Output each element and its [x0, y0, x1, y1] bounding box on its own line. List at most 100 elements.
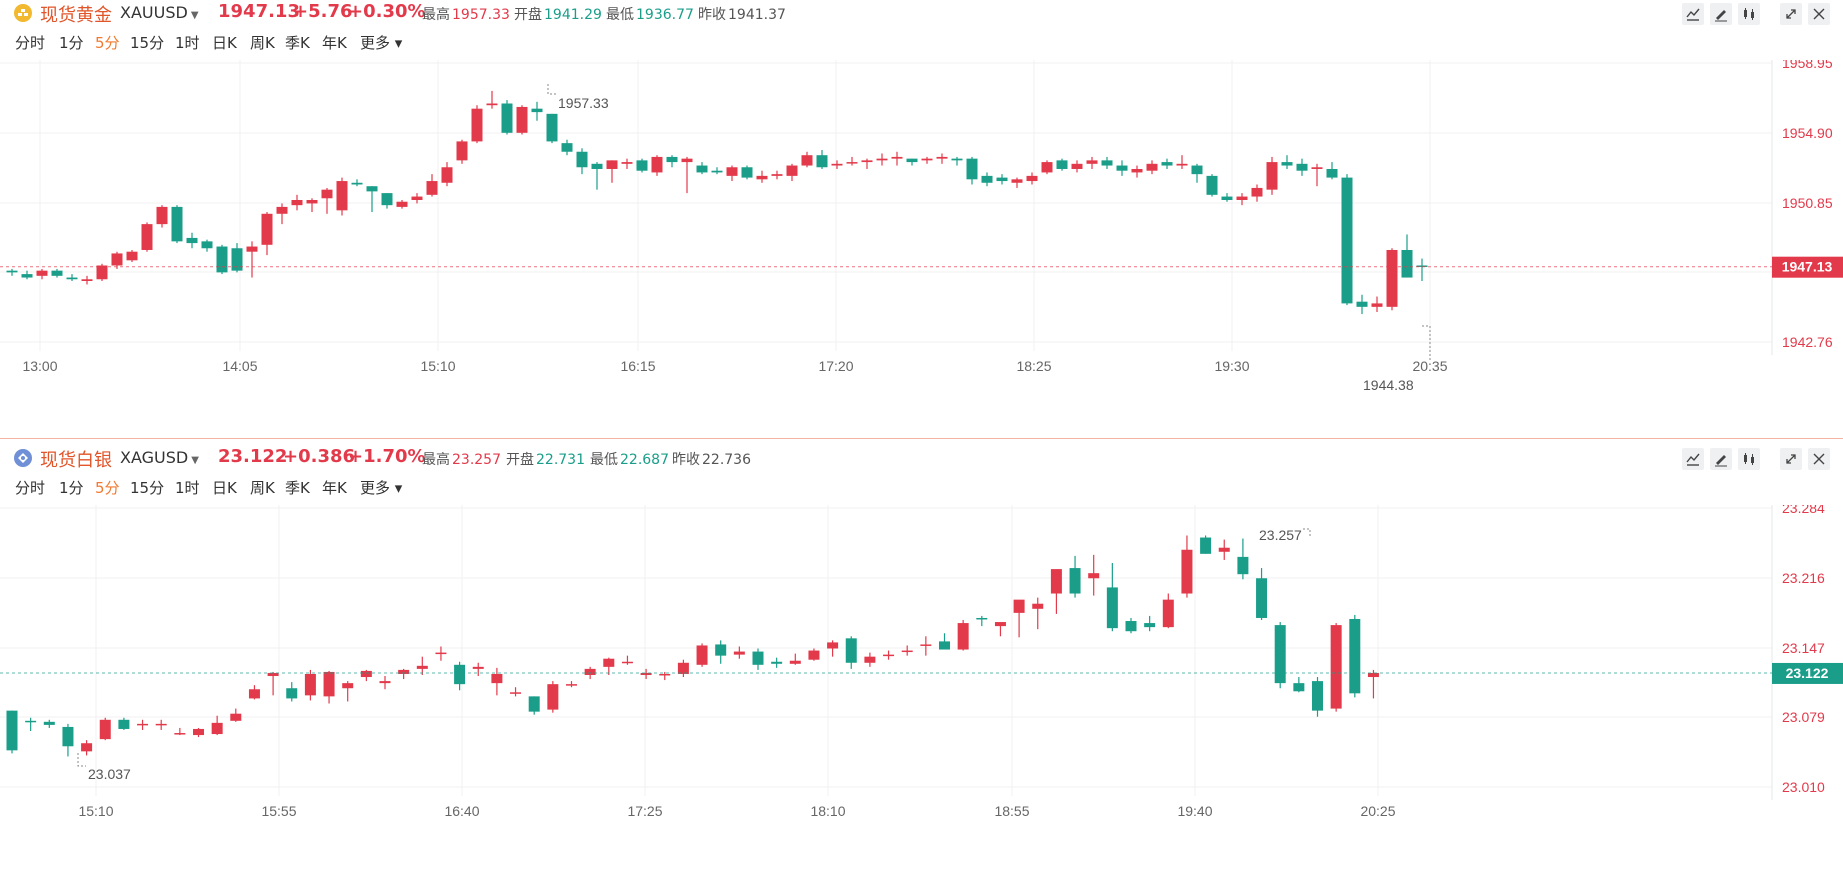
- expand-icon[interactable]: [1780, 3, 1802, 25]
- period-tab[interactable]: 分时: [15, 34, 46, 52]
- candle-body: [771, 661, 783, 664]
- min-price-note: 23.037: [88, 766, 131, 782]
- line-chart-icon[interactable]: [1682, 448, 1704, 470]
- candle-body: [323, 671, 335, 697]
- candle-body: [1088, 573, 1100, 579]
- candle-body: [1341, 177, 1353, 304]
- candle-body: [1086, 160, 1098, 164]
- x-tick-label: 15:10: [420, 358, 455, 374]
- period-tab[interactable]: 周K: [250, 479, 275, 497]
- x-tick-label: 17:20: [818, 358, 853, 374]
- period-tab[interactable]: 分时: [15, 479, 46, 497]
- candle-body: [306, 200, 318, 204]
- candle-body: [1256, 578, 1268, 618]
- candle-body: [1011, 179, 1023, 183]
- gold-symbol-dropdown[interactable]: XAUUSD ▼: [120, 3, 199, 22]
- period-tab[interactable]: 年K: [322, 479, 347, 497]
- candle-body: [6, 270, 18, 273]
- candle-type-icon[interactable]: [1738, 3, 1760, 25]
- silver-symbol-dropdown[interactable]: XAGUSD ▼: [120, 448, 199, 467]
- candle-body: [883, 654, 895, 657]
- expand-icon[interactable]: [1780, 448, 1802, 470]
- period-tab[interactable]: 15分: [130, 34, 165, 52]
- gold-coin-icon: [14, 4, 32, 22]
- candle-body: [576, 151, 588, 168]
- gold-change-pct: +0.30%: [348, 1, 426, 22]
- x-tick-label: 15:10: [78, 803, 113, 819]
- x-tick-label: 18:25: [1016, 358, 1051, 374]
- candle-body: [51, 270, 63, 276]
- candle-body: [248, 689, 260, 699]
- x-tick-label: 16:15: [620, 358, 655, 374]
- period-tab[interactable]: 1时: [175, 34, 200, 52]
- candle-body: [547, 684, 559, 710]
- period-tab[interactable]: 日K: [212, 34, 237, 52]
- candle-body: [531, 108, 543, 113]
- candle-body: [396, 201, 408, 207]
- candle-body: [1293, 683, 1305, 692]
- period-tab[interactable]: 日K: [212, 479, 237, 497]
- candle-body: [472, 666, 484, 669]
- gold-candlestick-chart[interactable]: 1958.951954.901950.851946.811942.7613:00…: [0, 60, 1843, 436]
- candle-body: [939, 641, 950, 650]
- gold-price: 1947.13: [218, 1, 300, 22]
- period-tab[interactable]: 5分: [95, 34, 120, 52]
- candle-body: [360, 670, 372, 678]
- gold-chart-panel: 现货黄金 XAUUSD ▼ 1947.13 +5.76 +0.30% 最高 1957…: [0, 0, 1843, 436]
- candle-body: [696, 165, 708, 173]
- line-chart-icon[interactable]: [1682, 3, 1704, 25]
- candle-body: [789, 660, 801, 664]
- candle-body: [381, 193, 393, 206]
- candle-body: [711, 170, 723, 173]
- candle-body: [62, 726, 74, 747]
- candle-body: [1218, 547, 1230, 552]
- candle-type-icon[interactable]: [1738, 448, 1760, 470]
- candle-body: [96, 265, 108, 280]
- silver-header: 现货白银 XAGUSD ▼ 23.122 +0.386 +1.70% 最高 23.2…: [0, 445, 1843, 471]
- period-tab[interactable]: 更多 ▾: [360, 34, 403, 52]
- period-tab[interactable]: 1分: [59, 34, 84, 52]
- candle-body: [155, 723, 167, 726]
- candle-body: [666, 156, 678, 163]
- close-icon[interactable]: [1808, 448, 1830, 470]
- period-tab[interactable]: 5分: [95, 479, 120, 497]
- gold-code: XAUUSD: [120, 3, 188, 22]
- candle-body: [1101, 160, 1113, 166]
- candle-body: [808, 650, 820, 660]
- gold-high: 最高 1957.33: [422, 7, 510, 23]
- candle-body: [471, 108, 483, 142]
- period-tab[interactable]: 更多 ▾: [360, 479, 403, 497]
- close-icon[interactable]: [1808, 3, 1830, 25]
- silver-candlestick-chart[interactable]: 23.284 23.216 23.147 23.079 23.010 15:10 15:55…: [0, 505, 1843, 881]
- candle-body: [1237, 556, 1249, 575]
- candle-body: [1041, 162, 1053, 173]
- period-tab[interactable]: 1分: [59, 479, 84, 497]
- candle-body: [957, 623, 969, 650]
- draw-pen-icon[interactable]: [1710, 3, 1732, 25]
- candle-body: [66, 277, 78, 280]
- silver-chart-panel: 现货白银 XAGUSD ▼ 23.122 +0.386 +1.70% 最高 23.2…: [0, 445, 1843, 880]
- panel-divider[interactable]: [0, 436, 1843, 445]
- candle-body: [846, 162, 858, 164]
- last-price-tag: [1772, 662, 1843, 684]
- period-tab[interactable]: 周K: [250, 34, 275, 52]
- period-tab[interactable]: 季K: [285, 479, 310, 497]
- draw-pen-icon[interactable]: [1710, 448, 1732, 470]
- candle-body: [677, 662, 689, 674]
- candle-body: [6, 710, 18, 751]
- candle-body: [976, 617, 988, 620]
- candle-body: [411, 196, 423, 201]
- candle-body: [36, 270, 48, 276]
- candle-body: [786, 165, 798, 176]
- candle-body: [741, 167, 753, 178]
- min-price-note: 1944.38: [1363, 377, 1414, 393]
- period-tab[interactable]: 1时: [175, 479, 200, 497]
- candle-body: [864, 656, 876, 663]
- period-tab[interactable]: 年K: [322, 34, 347, 52]
- period-tab[interactable]: 15分: [130, 479, 165, 497]
- candle-body: [99, 719, 111, 740]
- period-tab[interactable]: 季K: [285, 34, 310, 52]
- x-tick-label: 14:05: [222, 358, 257, 374]
- candle-body: [603, 658, 615, 667]
- candle-body: [426, 181, 438, 195]
